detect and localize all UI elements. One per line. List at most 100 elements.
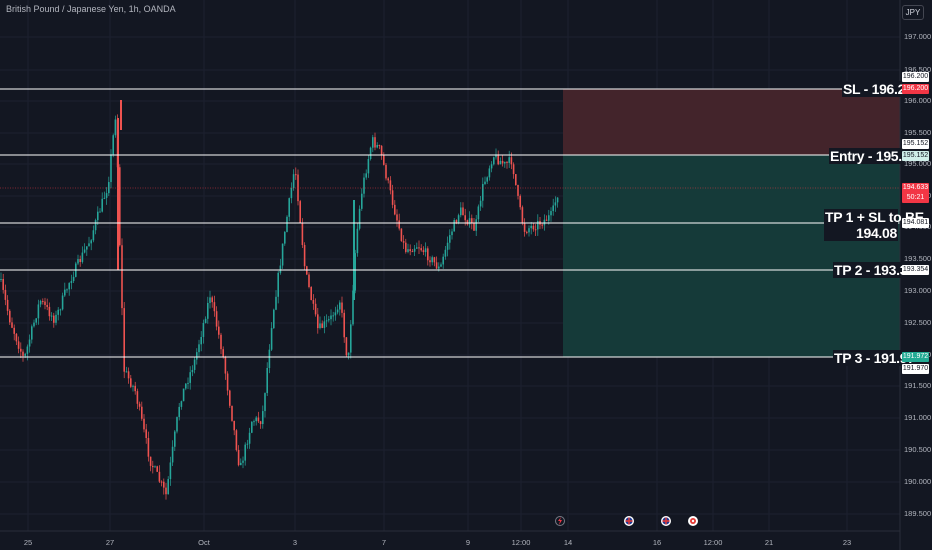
candle-body (396, 214, 398, 221)
tp1-label-line1: TP 1 + SL to BE (825, 209, 924, 225)
time-tick: Oct (198, 538, 210, 547)
candle-body (169, 462, 172, 480)
sl-price-tag-top: 196.200 (902, 72, 929, 82)
candle-body (286, 216, 288, 232)
candle-body (493, 157, 495, 165)
candle-body (517, 184, 519, 196)
candle-body (308, 274, 310, 288)
candle-body (50, 315, 53, 317)
candle-body (554, 202, 557, 206)
candle-body (2, 279, 4, 290)
candle-body (534, 229, 537, 231)
record-icon[interactable] (688, 516, 698, 526)
candle-body (528, 228, 530, 233)
candle-body (119, 167, 121, 246)
candle-body (114, 119, 117, 136)
candle-body (347, 352, 350, 356)
candle-body (167, 479, 169, 495)
price-tick: 193.000 (904, 286, 932, 295)
flash-icon[interactable] (555, 516, 565, 526)
candle-body (341, 302, 343, 313)
candle-body (281, 243, 284, 266)
candle-body (215, 311, 218, 327)
candle-body (134, 385, 136, 392)
candle-body (343, 312, 345, 338)
candle-body (110, 154, 112, 183)
time-tick: 27 (105, 538, 115, 547)
candle-body (389, 180, 392, 191)
candle-body (222, 349, 224, 358)
candle-body (226, 373, 229, 391)
candle-body (154, 466, 156, 468)
uk-flag-icon[interactable] (624, 516, 634, 526)
candle-body (499, 160, 502, 165)
price-tick: 196.500 (904, 65, 932, 74)
tp3-price-tag: 191.972 (902, 352, 929, 362)
candle-body (141, 406, 143, 419)
candle-body (330, 315, 332, 320)
candle-body (352, 290, 354, 325)
candle-body (440, 264, 442, 267)
time-tick: 21 (764, 538, 774, 547)
time-tick: 9 (465, 538, 471, 547)
candle-body (191, 369, 194, 373)
candle-body (413, 248, 416, 252)
candle-body (354, 253, 356, 291)
candle-body (174, 431, 176, 447)
candle-body (299, 201, 301, 223)
candle-body (380, 145, 383, 156)
candle-body (339, 302, 341, 310)
candle-body (0, 279, 2, 281)
candle-body (552, 205, 554, 212)
candle-body (55, 314, 57, 323)
tp2-price-tag: 193.354 (902, 265, 929, 275)
candle-body (94, 220, 97, 231)
candle-body (519, 195, 521, 208)
candle-body (374, 137, 376, 148)
candle-body (61, 295, 64, 310)
candle-body (486, 177, 488, 182)
candle-body (108, 182, 110, 194)
candle-body (358, 208, 361, 229)
candle-body (466, 220, 469, 225)
time-tick: 7 (381, 538, 387, 547)
candle-body (312, 300, 315, 304)
candle-body (99, 211, 101, 213)
target-zone (563, 155, 900, 357)
candle-body (273, 309, 275, 329)
tp2-label: TP 2 - 193.35 (833, 262, 916, 278)
candle-body (53, 315, 55, 323)
candle-body (24, 353, 26, 356)
candle-body (171, 446, 174, 463)
candle-body (416, 247, 418, 249)
candle-body (361, 193, 363, 209)
candle-body (66, 289, 68, 291)
candle-body (165, 487, 167, 495)
candle-body (328, 319, 330, 321)
candle-body (411, 251, 414, 253)
candle-body (251, 421, 253, 433)
candle-body (387, 178, 389, 181)
price-tick: 190.500 (904, 445, 932, 454)
candle-body (176, 417, 178, 432)
time-tick: 25 (23, 538, 33, 547)
price-tick: 193.500 (904, 254, 932, 263)
currency-button[interactable]: JPY (902, 5, 924, 20)
candle-body (336, 309, 339, 313)
candle-body (442, 256, 444, 265)
candle-body (398, 220, 400, 229)
price-tick: 196.000 (904, 96, 932, 105)
candle-body (365, 173, 367, 178)
candle-body (156, 466, 158, 472)
candle-body (290, 188, 293, 199)
candle-body (209, 297, 211, 303)
candle-body (83, 249, 86, 253)
candle-body (229, 390, 231, 406)
tp1-label-line2: 194.08 (855, 225, 897, 241)
candle-body (495, 154, 497, 158)
uk-flag-icon[interactable] (661, 516, 671, 526)
candle-body (310, 287, 312, 301)
candle-body (145, 429, 147, 439)
price-tick: 189.500 (904, 509, 932, 518)
